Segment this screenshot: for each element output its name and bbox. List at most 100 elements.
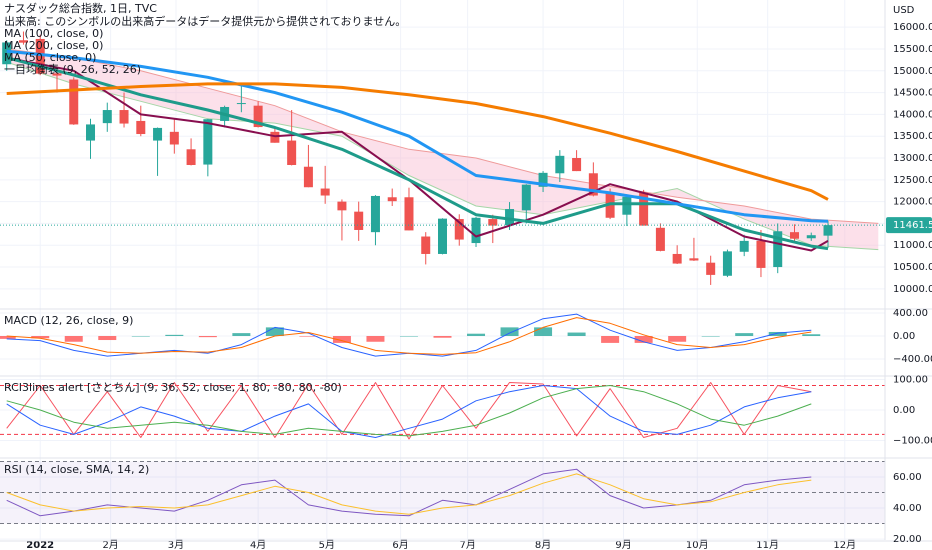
y-tick-label: 14000.00 [893, 109, 932, 120]
candle-body [52, 73, 62, 76]
indicator-line [6, 385, 812, 437]
histogram-bar [131, 336, 150, 337]
chart-subtitle: 出来高: このシンボルの出来高データはデータ提供元から提供されておりません。 [4, 14, 406, 28]
histogram-bar [265, 327, 284, 336]
indicator-line [6, 385, 812, 438]
moving-average [6, 49, 829, 223]
y-tick-label: 13500.00 [893, 131, 932, 142]
y-tick-label: −400.00 [893, 354, 932, 365]
y-tick-label: 100.00 [893, 374, 928, 385]
candle-body [337, 201, 347, 211]
candle-body [655, 227, 665, 251]
legend-entry: MA (100, close, 0) [4, 27, 103, 40]
y-tick-label: 13000.00 [893, 153, 932, 164]
candle-body [404, 197, 414, 231]
last-price-box [886, 217, 932, 234]
y-tick-label: 15500.00 [893, 44, 932, 55]
histogram-bar [668, 336, 687, 342]
y-tick-label: 14500.00 [893, 88, 932, 99]
histogram-bar [534, 327, 553, 336]
histogram-bar [0, 336, 16, 339]
x-tick-label: 7月 [459, 539, 475, 550]
histogram-bar [802, 334, 821, 336]
y-tick-label: 20.00 [893, 534, 922, 545]
y-tick-label: −100.00 [893, 436, 932, 447]
candle-body [789, 232, 799, 239]
y-tick-label: 0.00 [893, 405, 915, 416]
moving-average [6, 56, 829, 251]
candle-body [722, 251, 732, 276]
candle-body [739, 240, 749, 252]
histogram-bar [165, 334, 184, 336]
legend-entry: MA (200, close, 0) [4, 39, 103, 52]
candle-body [370, 195, 380, 233]
candle-body [387, 197, 397, 202]
candle-body [505, 209, 515, 226]
histogram-bar [567, 332, 586, 336]
candle-body [2, 42, 12, 65]
histogram-bar [232, 333, 251, 336]
candle-body [102, 110, 112, 124]
candle-body [572, 158, 582, 172]
histogram-bar [399, 336, 418, 337]
y-tick-label: 10000.00 [893, 284, 932, 295]
candle-body [119, 110, 129, 124]
candle-body [756, 240, 766, 268]
histogram-bar [98, 336, 117, 341]
candle-body [622, 196, 632, 215]
candle-body [153, 127, 163, 141]
candle-body [35, 38, 45, 74]
legend-entry: 一目均衡表 (9, 26, 52, 26) [4, 62, 141, 76]
indicator-line [6, 473, 812, 515]
candle-body [454, 219, 464, 240]
candle-body [203, 119, 213, 165]
histogram-bar [467, 333, 486, 336]
x-tick-label: 3月 [168, 539, 184, 550]
currency-label: USD [893, 5, 915, 16]
x-tick-label: 11月 [756, 539, 779, 550]
x-tick-label: 8月 [535, 539, 551, 550]
pane-title: MACD (12, 26, close, 9) [4, 314, 133, 327]
candle-body [270, 131, 280, 143]
candle-body [538, 172, 548, 187]
y-tick-label: 40.00 [893, 503, 922, 514]
candle-body [421, 236, 431, 254]
candle-body [488, 219, 498, 226]
candle-body [689, 258, 699, 261]
y-tick-label: 0.00 [893, 331, 915, 342]
x-tick-label: 10月 [686, 539, 709, 550]
candle-body [253, 105, 263, 128]
candle-body [136, 120, 146, 135]
candle-body [236, 103, 246, 105]
x-tick-label: 12月 [833, 539, 856, 550]
candle-body [287, 140, 297, 165]
y-tick-label: 60.00 [893, 472, 922, 483]
candle-body [823, 225, 833, 236]
candle-body [354, 211, 364, 230]
candle-body [186, 149, 196, 165]
candle-body [521, 184, 531, 211]
y-tick-label: 16000.00 [893, 22, 932, 33]
candle-body [471, 217, 481, 244]
x-tick-label: 6月 [392, 539, 408, 550]
candle-body [86, 124, 96, 141]
moving-average [6, 82, 829, 201]
chart-title: ナスダック総合指数, 1日, TVC [4, 1, 157, 15]
histogram-bar [198, 336, 217, 338]
y-tick-label: 11000.00 [893, 240, 932, 251]
histogram-bar [299, 336, 318, 337]
pane-title: RSI (14, close, SMA, 14, 2) [4, 463, 149, 476]
histogram-bar [64, 336, 83, 342]
candle-body [706, 262, 716, 275]
y-tick-label: 12500.00 [893, 175, 932, 186]
candle-body [438, 218, 447, 254]
pane-title: RCI3lines alert [さとちん] (9, 36, 52, close… [4, 381, 342, 394]
histogram-bar [735, 333, 754, 336]
ichimoku-span-b [6, 48, 879, 224]
histogram-bar [366, 336, 385, 342]
legend-entry: MA (50, close, 0) [4, 51, 96, 64]
histogram-bar [768, 331, 787, 336]
histogram-bar [701, 336, 720, 337]
histogram-bar [601, 336, 620, 343]
